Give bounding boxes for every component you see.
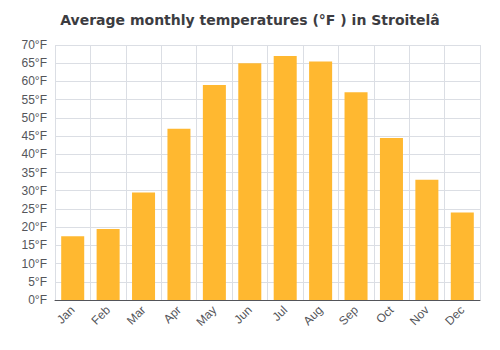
svg-text:Dec: Dec	[442, 303, 467, 328]
svg-text:Average monthly temperatures (: Average monthly temperatures (°F ) in St…	[60, 12, 440, 28]
svg-text:20°F: 20°F	[22, 220, 47, 234]
svg-text:15°F: 15°F	[22, 238, 47, 252]
svg-text:Mar: Mar	[124, 303, 149, 327]
svg-text:35°F: 35°F	[22, 166, 47, 180]
svg-text:Jul: Jul	[269, 303, 290, 324]
svg-text:50°F: 50°F	[22, 111, 47, 125]
svg-text:70°F: 70°F	[22, 38, 47, 52]
svg-text:45°F: 45°F	[22, 129, 47, 143]
svg-text:60°F: 60°F	[22, 74, 47, 88]
svg-text:Oct: Oct	[373, 303, 397, 327]
svg-text:Feb: Feb	[89, 303, 114, 328]
svg-text:0°F: 0°F	[28, 293, 47, 307]
svg-text:65°F: 65°F	[22, 56, 47, 70]
svg-text:Apr: Apr	[161, 303, 184, 326]
svg-text:30°F: 30°F	[22, 184, 47, 198]
svg-text:55°F: 55°F	[22, 93, 47, 107]
svg-text:10°F: 10°F	[22, 257, 47, 271]
svg-text:Sep: Sep	[336, 303, 361, 328]
svg-text:25°F: 25°F	[22, 202, 47, 216]
svg-text:Jun: Jun	[231, 303, 255, 327]
svg-text:5°F: 5°F	[28, 275, 47, 289]
svg-text:Jan: Jan	[54, 303, 78, 327]
svg-text:May: May	[193, 303, 219, 329]
svg-text:40°F: 40°F	[22, 147, 47, 161]
svg-text:Nov: Nov	[407, 303, 432, 328]
svg-text:Aug: Aug	[301, 303, 326, 328]
